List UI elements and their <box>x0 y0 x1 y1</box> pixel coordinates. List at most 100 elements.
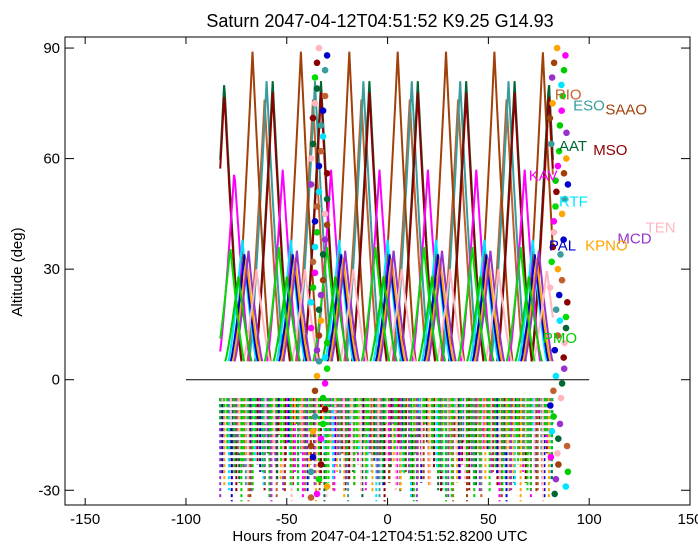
scatter-point <box>563 442 571 450</box>
altitude-curve-spm <box>312 246 342 362</box>
altitude-curve-kpno <box>280 257 310 362</box>
scatter-point <box>319 394 327 402</box>
scatter-point <box>315 188 323 196</box>
altitude-curve-kpno <box>376 257 407 362</box>
scatter-point <box>321 354 329 361</box>
altitude-curve-pal <box>471 254 502 362</box>
scatter-point <box>549 100 556 107</box>
altitude-curve-spm <box>263 246 294 362</box>
scatter-point <box>550 229 558 236</box>
scatter-point <box>557 394 565 402</box>
altitude-curve-pmo <box>514 276 543 362</box>
site-label-mcd: MCD <box>617 230 651 247</box>
scatter-point <box>323 483 331 490</box>
site-label-saao: SAAO <box>605 101 647 118</box>
scatter-point <box>560 365 568 373</box>
altitude-curve-kpno <box>231 257 262 362</box>
scatter-point <box>307 442 315 450</box>
altitude-curve-kpno <box>425 257 455 362</box>
scatter-point <box>317 435 325 443</box>
site-label-eso: ESO <box>573 98 605 115</box>
scatter-point <box>560 170 568 177</box>
scatter-point <box>309 258 317 266</box>
scatter-point <box>551 346 559 354</box>
altitude-curve-pal <box>278 254 308 362</box>
scatter-point <box>309 428 317 435</box>
scatter-point <box>321 92 329 100</box>
scatter-point <box>315 44 323 52</box>
site-label-aat: AAT <box>559 138 587 155</box>
altitude-curve-pal <box>326 254 356 362</box>
scatter-point <box>317 317 325 325</box>
scatter-point <box>560 66 568 74</box>
altitude-curve-pal <box>423 254 453 362</box>
altitude-curve-pmo <box>224 276 253 362</box>
scatter-point <box>560 354 567 361</box>
altitude-curve-spm <box>409 246 439 362</box>
scatter-point <box>556 317 564 325</box>
scatter-point <box>309 114 317 122</box>
altitude-curve-rtf <box>517 239 548 362</box>
scatter-point <box>558 210 566 218</box>
scatter-point <box>548 140 555 148</box>
scatter-point <box>564 181 572 188</box>
scatter-point <box>317 122 325 129</box>
scatter-point <box>563 129 570 137</box>
scatter-point <box>321 405 329 413</box>
scatter-point <box>555 291 563 299</box>
scatter-point <box>311 74 319 81</box>
scatter-point <box>323 339 331 347</box>
x-tick-label: -50 <box>276 511 298 528</box>
scatter-point <box>311 387 319 395</box>
scatter-point <box>559 92 566 100</box>
scatter-point <box>550 413 557 420</box>
x-tick-label: -100 <box>171 511 201 528</box>
altitude-curve-pmo <box>272 276 302 362</box>
scatter-point <box>547 402 554 409</box>
altitude-curve-pmo <box>369 276 398 362</box>
scatter-point <box>307 324 315 332</box>
scatter-point <box>307 155 315 162</box>
scatter-point <box>317 291 325 299</box>
scatter-point <box>309 453 317 461</box>
altitude-curve-kpno <box>328 257 358 362</box>
scatter-point <box>315 358 323 365</box>
scatter-point <box>309 284 317 291</box>
scatter-point <box>553 44 561 52</box>
y-axis-title: Altitude (deg) <box>9 227 26 316</box>
altitude-curve-ten <box>532 270 554 362</box>
altitude-curve-spm <box>505 246 536 362</box>
scatter-point <box>311 218 319 225</box>
scatter-point <box>319 251 327 258</box>
scatter-point <box>307 494 315 501</box>
scatter-point <box>548 258 555 266</box>
site-label-mso: MSO <box>593 142 627 159</box>
scatter-point <box>554 332 562 339</box>
scatter-point <box>313 59 321 67</box>
altitude-curve-spm <box>219 248 246 362</box>
site-label-pmo: PMO <box>543 330 577 347</box>
scatter-point <box>315 475 323 483</box>
scatter-point <box>323 170 331 177</box>
scatter-point <box>554 162 562 170</box>
scatter-points <box>307 44 572 501</box>
scatter-point <box>562 313 570 321</box>
scatter-point <box>313 372 321 380</box>
altitude-curve-rtf <box>227 239 258 362</box>
scatter-point <box>550 59 558 67</box>
scatter-point <box>556 420 564 428</box>
altitude-curve-spm <box>360 246 391 362</box>
site-label-pal: PAL <box>549 238 576 255</box>
altitude-curve-rtf <box>372 239 403 362</box>
y-tick-label: 0 <box>52 372 60 389</box>
scatter-point <box>553 188 560 196</box>
scatter-point <box>313 346 321 354</box>
scatter-point <box>551 490 558 498</box>
scatter-point <box>552 475 560 483</box>
scatter-point <box>552 177 559 184</box>
altitude-curve-pmo <box>466 276 495 362</box>
scatter-point <box>307 468 315 476</box>
altitude-curve-pal <box>520 254 550 362</box>
scatter-point <box>563 155 570 162</box>
